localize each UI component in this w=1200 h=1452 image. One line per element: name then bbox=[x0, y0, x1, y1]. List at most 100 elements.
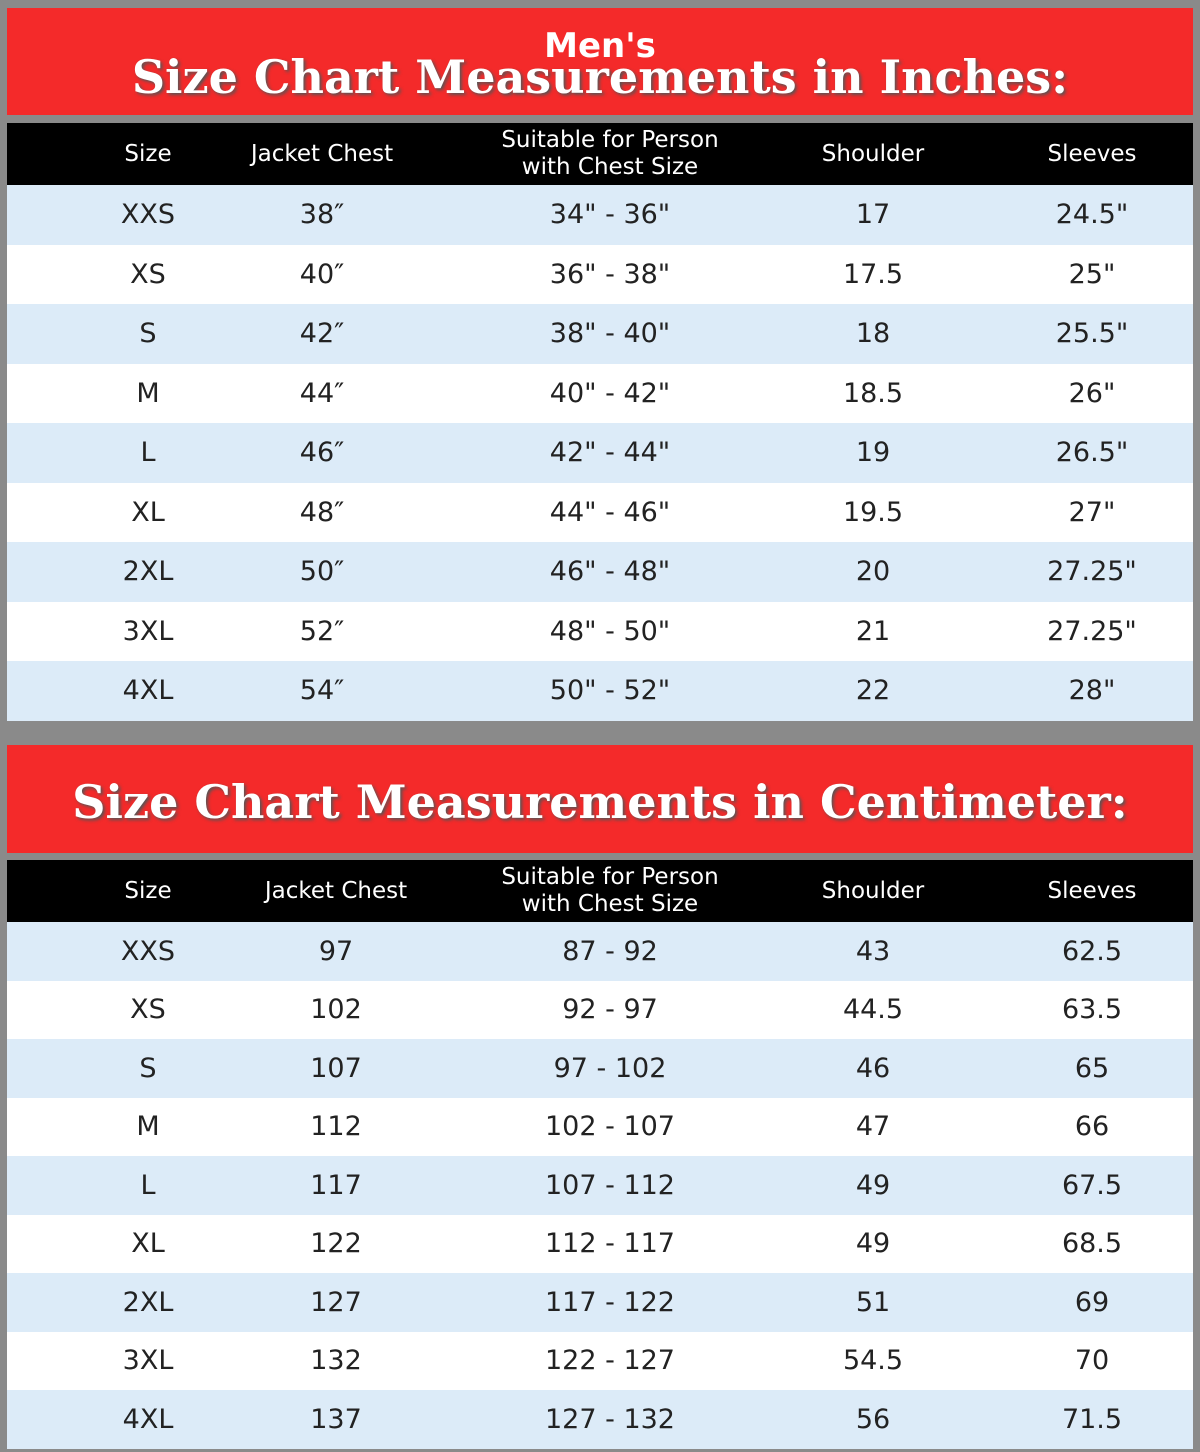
table-cell: 44" - 46" bbox=[549, 496, 671, 528]
table-cell: 27.25" bbox=[1047, 556, 1137, 588]
table-cell: 18 bbox=[855, 318, 891, 350]
table-cell: 44″ bbox=[299, 377, 345, 409]
table-cell: 51 bbox=[855, 1286, 891, 1318]
header-row: Size Jacket Chest Suitable for Person with… bbox=[7, 860, 1193, 922]
table-cell: 122 - 127 bbox=[545, 1345, 675, 1377]
table-cell: 44.5 bbox=[842, 994, 904, 1026]
table-cell: 21 bbox=[855, 615, 891, 647]
table-cell: 22 bbox=[855, 675, 891, 707]
table-row: XS 102 92 - 97 44.5 63.5 bbox=[7, 980, 1193, 1039]
table-row: M 44″ 40" - 42" 18.5 26" bbox=[7, 363, 1193, 423]
table-row: XXS 38″ 34" - 36" 17 24.5" bbox=[7, 185, 1193, 245]
title: Size Chart Measurements in Inches: bbox=[131, 50, 1069, 104]
table-cell: 52″ bbox=[299, 615, 345, 647]
table-cell: 25.5" bbox=[1055, 318, 1129, 350]
table-row: 3XL 132 122 - 127 54.5 70 bbox=[7, 1331, 1193, 1390]
table-cell: 46″ bbox=[299, 437, 345, 469]
table-cell: 54″ bbox=[299, 675, 345, 707]
banner: Size Chart Measurements in Centimeter: bbox=[7, 745, 1193, 853]
table-cell: M bbox=[136, 377, 160, 409]
table-cell: 112 bbox=[310, 1111, 362, 1143]
table-cell: 71.5 bbox=[1061, 1403, 1123, 1435]
table-row: 3XL 52″ 48" - 50" 21 27.25" bbox=[7, 601, 1193, 661]
table-cell: 122 bbox=[310, 1228, 362, 1260]
table-row: XS 40″ 36" - 38" 17.5 25" bbox=[7, 244, 1193, 304]
header-cell: Shoulder bbox=[821, 877, 925, 904]
banner: Men's Size Chart Measurements in Inches: bbox=[7, 8, 1193, 115]
table-cell: 107 - 112 bbox=[545, 1169, 675, 1201]
table-cell: S bbox=[139, 1052, 157, 1084]
table-row: XXS 97 87 - 92 43 62.5 bbox=[7, 922, 1193, 981]
table-cell: 19 bbox=[855, 437, 891, 469]
table-cell: 102 bbox=[310, 994, 362, 1026]
table-cell: 63.5 bbox=[1061, 994, 1123, 1026]
table-row: XL 48″ 44" - 46" 19.5 27" bbox=[7, 482, 1193, 542]
header-cell: Size bbox=[124, 140, 172, 167]
table-cell: 127 - 132 bbox=[545, 1403, 675, 1435]
table-row: S 107 97 - 102 46 65 bbox=[7, 1039, 1193, 1098]
table-cell: 48" - 50" bbox=[549, 615, 671, 647]
table-cell: 40″ bbox=[299, 258, 345, 290]
table-cell: 127 bbox=[310, 1286, 362, 1318]
table-cell: 2XL bbox=[122, 556, 174, 588]
table-cell: 42″ bbox=[299, 318, 345, 350]
table-cell: 50" - 52" bbox=[549, 675, 671, 707]
table-cell: 54.5 bbox=[842, 1345, 904, 1377]
table-cell: 26" bbox=[1068, 377, 1116, 409]
table-cell: 34" - 36" bbox=[549, 199, 671, 231]
table-cell: 97 bbox=[318, 935, 354, 967]
table-cell: L bbox=[140, 437, 156, 469]
table-cell: XXS bbox=[120, 199, 176, 231]
table-cell: 92 - 97 bbox=[562, 994, 658, 1026]
table-cell: 46" - 48" bbox=[549, 556, 671, 588]
header-cell: Sleeves bbox=[1047, 140, 1137, 167]
table-cell: 27.25" bbox=[1047, 615, 1137, 647]
table-cell: 2XL bbox=[122, 1286, 174, 1318]
table-cell: XL bbox=[131, 496, 165, 528]
header-cell: Shoulder bbox=[821, 140, 925, 167]
table-cell: 20 bbox=[855, 556, 891, 588]
table-cell: 46 bbox=[855, 1052, 891, 1084]
table-cell: 28" bbox=[1068, 675, 1116, 707]
table-row: 2XL 50″ 46" - 48" 20 27.25" bbox=[7, 542, 1193, 602]
table-cell: 38″ bbox=[299, 199, 345, 231]
header-cell: Sleeves bbox=[1047, 877, 1137, 904]
table-cell: 3XL bbox=[122, 1345, 174, 1377]
table-row: S 42″ 38" - 40" 18 25.5" bbox=[7, 304, 1193, 364]
header-cell: Jacket Chest bbox=[264, 877, 408, 904]
subtitle: Men's bbox=[544, 26, 656, 66]
table-cell: 117 - 122 bbox=[545, 1286, 675, 1318]
table-row: XL 122 112 - 117 49 68.5 bbox=[7, 1214, 1193, 1273]
header-cell: Suitable for Person with Chest Size bbox=[501, 864, 719, 917]
table-cell: 3XL bbox=[122, 615, 174, 647]
table-row: L 117 107 - 112 49 67.5 bbox=[7, 1156, 1193, 1215]
table-cell: 19.5 bbox=[842, 496, 904, 528]
table-cell: 26.5" bbox=[1055, 437, 1129, 469]
table-cell: XL bbox=[131, 1228, 165, 1260]
header-cell: Jacket Chest bbox=[250, 140, 394, 167]
table-cell: 50″ bbox=[299, 556, 345, 588]
table-cell: XS bbox=[130, 994, 166, 1026]
table-cell: 49 bbox=[855, 1169, 891, 1201]
table-cell: 70 bbox=[1074, 1345, 1110, 1377]
title: Size Chart Measurements in Centimeter: bbox=[72, 775, 1128, 829]
table-cell: 42" - 44" bbox=[549, 437, 671, 469]
table-cell: 97 - 102 bbox=[553, 1052, 667, 1084]
table-cell: 68.5 bbox=[1061, 1228, 1123, 1260]
table-cell: 107 bbox=[310, 1052, 362, 1084]
table-cell: 36" - 38" bbox=[549, 258, 671, 290]
table-cell: 48″ bbox=[299, 496, 345, 528]
table-cell: 18.5 bbox=[842, 377, 904, 409]
table-cell: S bbox=[139, 318, 157, 350]
table-cell: 27" bbox=[1068, 496, 1116, 528]
table-row: L 46″ 42" - 44" 19 26.5" bbox=[7, 423, 1193, 483]
table-cell: 87 - 92 bbox=[562, 935, 658, 967]
table-cell: 49 bbox=[855, 1228, 891, 1260]
table-cell: 24.5" bbox=[1055, 199, 1129, 231]
table-cell: 4XL bbox=[122, 1403, 174, 1435]
table-cell: XS bbox=[130, 258, 166, 290]
table-cell: M bbox=[136, 1111, 160, 1143]
header-cell: Suitable for Person with Chest Size bbox=[501, 127, 719, 180]
table-cell: 47 bbox=[855, 1111, 891, 1143]
